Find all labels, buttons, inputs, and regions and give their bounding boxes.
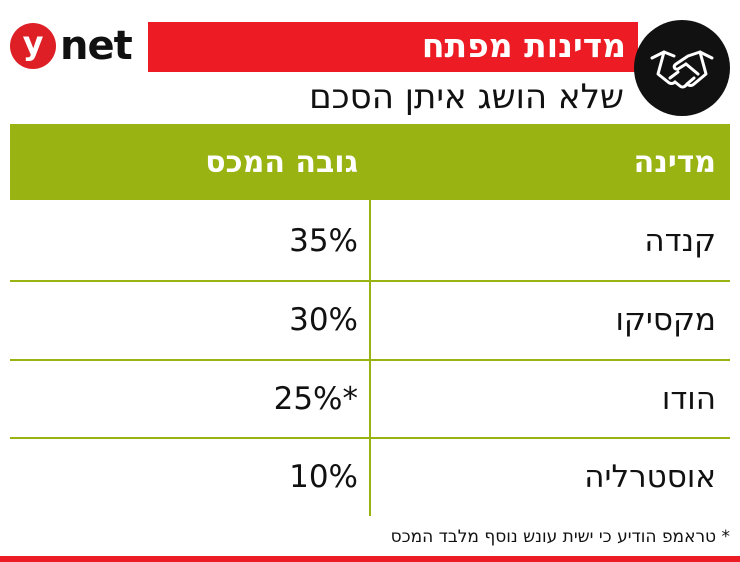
table-row: אוסטרליה 10% bbox=[10, 438, 730, 516]
country-cell: אוסטרליה bbox=[584, 459, 716, 495]
logo-y-mark: y bbox=[10, 23, 56, 69]
tariff-cell: 30% bbox=[289, 302, 358, 338]
column-header-tariff: גובה המכס bbox=[205, 144, 358, 180]
handshake-icon bbox=[650, 50, 714, 89]
footnote: * טראמפ הודיע כי ישית עונש נוסף מלבד המכ… bbox=[390, 527, 730, 547]
country-cell: קנדה bbox=[644, 223, 716, 259]
chart-title: מדינות מפתח bbox=[421, 26, 626, 65]
column-divider bbox=[369, 124, 371, 516]
tariff-table: מדינה גובה המכס קנדה 35% מקסיקו 30% הודו… bbox=[10, 124, 730, 516]
tariff-cell: 10% bbox=[289, 459, 358, 495]
table-row: הודו *25% bbox=[10, 360, 730, 438]
column-header-country: מדינה bbox=[633, 144, 716, 180]
tariff-cell: *25% bbox=[273, 381, 358, 417]
logo-net-text: net bbox=[60, 23, 133, 69]
header-bar bbox=[148, 22, 638, 72]
table-row: קנדה 35% bbox=[10, 202, 730, 280]
bottom-accent-bar bbox=[0, 556, 740, 562]
chart-subtitle: שלא הושג איתן הסכם bbox=[309, 77, 624, 117]
tariff-cell: 35% bbox=[289, 223, 358, 259]
country-cell: הודו bbox=[661, 381, 716, 417]
table-row: מקסיקו 30% bbox=[10, 281, 730, 359]
handshake-badge bbox=[634, 20, 730, 116]
ynet-logo: y net bbox=[10, 20, 133, 72]
country-cell: מקסיקו bbox=[615, 302, 716, 338]
